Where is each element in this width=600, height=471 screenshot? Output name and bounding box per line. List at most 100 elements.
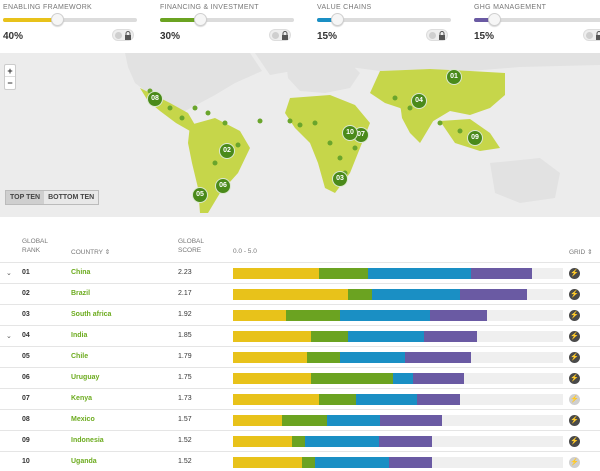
- table-row[interactable]: 05 Chile 1.79 ⚡: [0, 346, 600, 367]
- table-row[interactable]: ⌄ 04 India 1.85 ⚡: [0, 325, 600, 346]
- country-link[interactable]: Chile: [71, 353, 89, 360]
- country-link[interactable]: Uruguay: [71, 374, 100, 381]
- lock-toggle[interactable]: [583, 29, 600, 41]
- rank-cell: 09: [22, 437, 30, 444]
- slider-knob[interactable]: [331, 13, 345, 26]
- score-bar: [233, 415, 563, 426]
- lightning-icon[interactable]: ⚡: [569, 457, 580, 468]
- country-link[interactable]: Indonesia: [71, 437, 104, 444]
- map-marker[interactable]: 05: [192, 187, 208, 203]
- score-bar-segment: [388, 457, 432, 468]
- map-marker[interactable]: 03: [332, 171, 348, 187]
- map-marker[interactable]: 09: [467, 130, 483, 146]
- rank-cell: 02: [22, 290, 30, 297]
- rank-cell: 10: [22, 458, 30, 465]
- score-cell: 1.57: [178, 416, 192, 423]
- header-rank[interactable]: Global Rank: [22, 238, 48, 254]
- score-bar-segment: [302, 457, 315, 468]
- table-row[interactable]: 06 Uruguay 1.75 ⚡: [0, 367, 600, 388]
- country-link[interactable]: China: [71, 269, 91, 276]
- map-marker[interactable]: 04: [411, 93, 427, 109]
- lightning-icon[interactable]: ⚡: [569, 394, 580, 405]
- score-bar-segment: [392, 373, 414, 384]
- lock-toggle[interactable]: [269, 29, 291, 41]
- slider-financing-investment: Financing & Investment 30%: [157, 0, 307, 53]
- header-score[interactable]: Global Score: [178, 238, 204, 254]
- score-bar-segment: [347, 331, 424, 342]
- score-bar-segment: [380, 415, 442, 426]
- score-cell: 1.75: [178, 374, 192, 381]
- score-bar-segment: [233, 331, 311, 342]
- country-link[interactable]: South africa: [71, 311, 112, 318]
- table-row[interactable]: 03 South africa 1.92 ⚡: [0, 304, 600, 325]
- zoom-out-button[interactable]: −: [7, 78, 13, 88]
- lock-toggle[interactable]: [112, 29, 134, 41]
- lightning-icon[interactable]: ⚡: [569, 268, 580, 279]
- table-row[interactable]: 08 Mexico 1.57 ⚡: [0, 409, 600, 430]
- score-bar-segment: [310, 331, 348, 342]
- country-link[interactable]: India: [71, 332, 88, 339]
- score-bar-segment: [314, 457, 389, 468]
- country-link[interactable]: Uganda: [71, 458, 97, 465]
- score-bar-segment: [233, 268, 320, 279]
- rank-cell: 04: [22, 332, 30, 339]
- country-link[interactable]: Brazil: [71, 290, 91, 297]
- top-ten-button[interactable]: TOP TEN: [6, 191, 45, 204]
- table-row[interactable]: 07 Kenya 1.73 ⚡: [0, 388, 600, 409]
- map-marker[interactable]: 06: [215, 178, 231, 194]
- map-marker[interactable]: 02: [219, 143, 235, 159]
- table-row[interactable]: ⌄ 01 China 2.23 ⚡: [0, 262, 600, 283]
- score-bar-segment: [306, 352, 340, 363]
- map-marker[interactable]: 01: [446, 69, 462, 85]
- map-marker[interactable]: 08: [147, 91, 163, 107]
- slider-knob[interactable]: [194, 13, 208, 26]
- lightning-icon[interactable]: ⚡: [569, 331, 580, 342]
- lightning-icon[interactable]: ⚡: [569, 436, 580, 447]
- slider-value-chains: Value Chains 15%: [314, 0, 464, 53]
- world-map[interactable]: + − 01 02 03 04 05 06 07 08 09 10 TOP TE…: [0, 53, 600, 217]
- country-link[interactable]: Kenya: [71, 395, 93, 402]
- weighting-sliders: Enabling Framework 40% Financing & Inves…: [0, 0, 600, 53]
- lock-toggle[interactable]: [426, 29, 448, 41]
- header-grid[interactable]: Grid ⇕: [569, 249, 593, 256]
- score-bar-segment: [339, 352, 406, 363]
- lightning-icon[interactable]: ⚡: [569, 310, 580, 321]
- score-bar-segment: [417, 394, 461, 405]
- map-marker[interactable]: 10: [342, 125, 358, 141]
- slider-knob[interactable]: [50, 13, 64, 26]
- lightning-icon[interactable]: ⚡: [569, 373, 580, 384]
- chevron-down-icon[interactable]: ⌄: [6, 270, 12, 277]
- score-bar: [233, 289, 563, 300]
- lightning-icon[interactable]: ⚡: [569, 415, 580, 426]
- slider-track[interactable]: [160, 13, 294, 26]
- score-bar: [233, 457, 563, 468]
- score-bar-segment: [233, 457, 303, 468]
- score-bar-segment: [318, 394, 356, 405]
- table-row[interactable]: 10 Uganda 1.52 ⚡: [0, 451, 600, 471]
- chevron-down-icon[interactable]: ⌄: [6, 333, 12, 340]
- table-row[interactable]: 02 Brazil 2.17 ⚡: [0, 283, 600, 304]
- zoom-in-button[interactable]: +: [5, 65, 15, 77]
- score-bar-segment: [378, 436, 433, 447]
- slider-track[interactable]: [3, 13, 137, 26]
- slider-track[interactable]: [474, 13, 600, 26]
- slider-label: Value Chains: [317, 4, 372, 11]
- lock-icon: [125, 31, 131, 40]
- rank-cell: 07: [22, 395, 30, 402]
- slider-knob[interactable]: [488, 13, 502, 26]
- slider-track[interactable]: [317, 13, 451, 26]
- slider-fill: [317, 18, 338, 22]
- score-bar-segment: [233, 352, 307, 363]
- table-header: Global Rank Country ⇕ Global Score 0.0 -…: [0, 231, 600, 262]
- bottom-ten-button[interactable]: BOTTOM TEN: [48, 194, 95, 201]
- lightning-icon[interactable]: ⚡: [569, 289, 580, 300]
- score-bar-segment: [281, 415, 327, 426]
- score-bar-segment: [233, 436, 293, 447]
- slider-fill: [160, 18, 201, 22]
- score-bar-segment: [413, 373, 464, 384]
- header-country[interactable]: Country ⇕: [71, 249, 111, 256]
- lightning-icon[interactable]: ⚡: [569, 352, 580, 363]
- country-link[interactable]: Mexico: [71, 416, 95, 423]
- table-row[interactable]: 09 Indonesia 1.52 ⚡: [0, 430, 600, 451]
- score-bar-segment: [286, 310, 340, 321]
